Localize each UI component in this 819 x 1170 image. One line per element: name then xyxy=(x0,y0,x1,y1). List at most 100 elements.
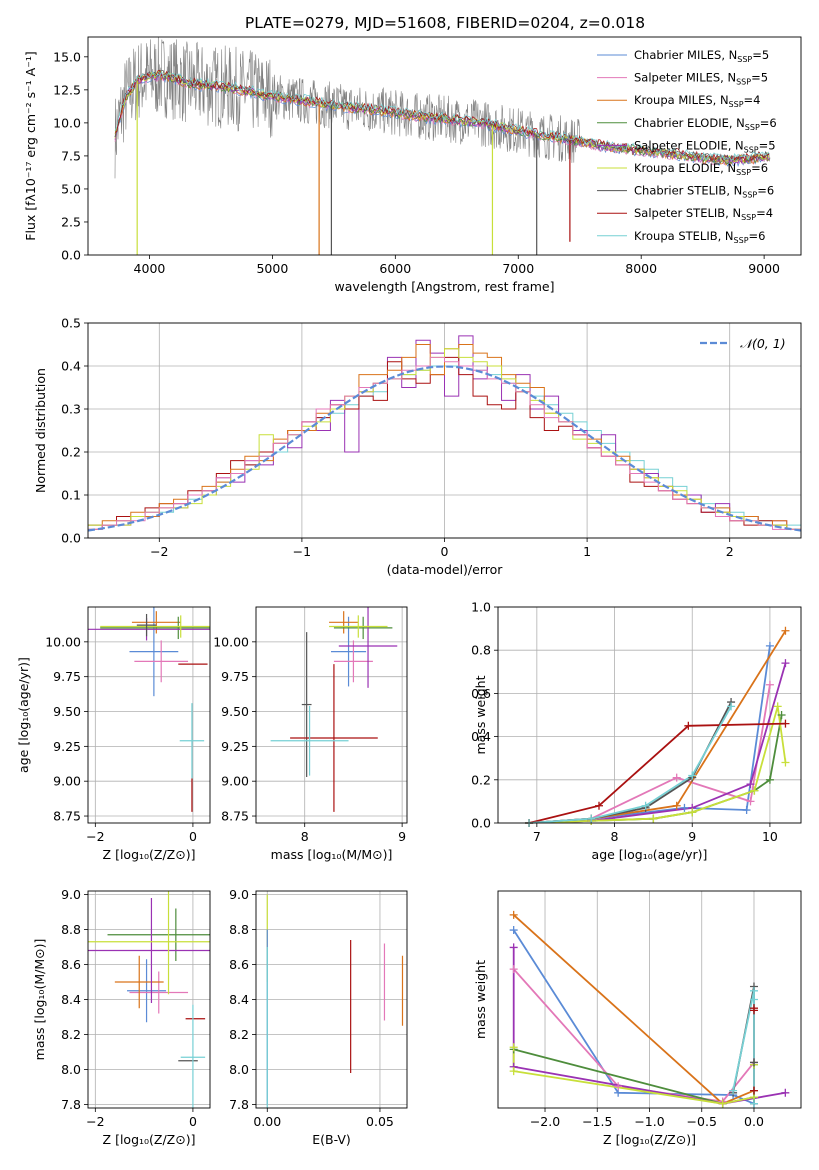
tick-label-y: 0.8 xyxy=(471,643,491,658)
weight-marker xyxy=(688,771,697,780)
tick-label-y: 8.6 xyxy=(229,957,249,972)
tick-label-x: 0 xyxy=(441,544,449,559)
legend-entry: Kroupa STELIB, NSSP=6 xyxy=(634,229,765,245)
tick-label-y: 9.25 xyxy=(221,739,249,754)
weight-marker xyxy=(672,773,681,782)
weight-marker xyxy=(688,808,697,817)
tick-label-y: 10.00 xyxy=(45,634,81,649)
weight-marker xyxy=(781,719,790,728)
tick-label-x: 8000 xyxy=(625,261,657,276)
axis-label-x: E(B-V) xyxy=(312,1132,351,1147)
legend-sub: SSP xyxy=(744,145,759,154)
tick-label-x: −0.5 xyxy=(687,1114,717,1129)
tick-label-y: 0.5 xyxy=(61,316,81,331)
tick-label-y: 8.2 xyxy=(61,1027,81,1042)
axes-residuals: −2 −1 0 1 2 0.0 0.1 0.2 0.3 0.4 0.5 (data-model)/er… xyxy=(33,316,802,577)
axis-label-y: mass weight xyxy=(473,960,488,1039)
axes-frame xyxy=(497,606,802,824)
legend-sub: SSP xyxy=(729,100,744,109)
weight-marker xyxy=(509,1043,518,1052)
weight-marker xyxy=(781,758,790,767)
tick-label-y: 1.0 xyxy=(471,600,491,615)
axes-age-vs-mass: 8 9 8.75 9.00 9.25 9.50 9.75 10.00 mass [log₁₀(M… xyxy=(213,606,408,862)
tick-label-x: 2 xyxy=(726,544,734,559)
tick-label-x: 5000 xyxy=(256,261,288,276)
axis-label-x: Z [log₁₀(Z/Z⊙)] xyxy=(103,847,196,862)
axes-frame xyxy=(87,606,211,824)
legend-entry: Salpeter STELIB, NSSP=4 xyxy=(634,206,773,222)
legend-sub: SSP xyxy=(737,55,752,64)
tick-label-x: 0.05 xyxy=(366,1114,394,1129)
tick-label-y: 8.4 xyxy=(229,992,249,1007)
legend-main: Salpeter MILES, N xyxy=(634,71,736,85)
legend-normal-label: 𝒩(0, 1) xyxy=(740,336,786,351)
legend-tail: =4 xyxy=(756,206,773,220)
tick-label-y: 9.0 xyxy=(229,887,249,902)
tick-label-x: 9 xyxy=(398,829,406,844)
tick-label-y: 8.0 xyxy=(61,1062,81,1077)
tick-label-x: 0.0 xyxy=(744,1114,764,1129)
tick-label-x: 0.00 xyxy=(253,1114,281,1129)
plot-area xyxy=(528,630,787,823)
tick-label-x: 9000 xyxy=(748,261,780,276)
histogram xyxy=(88,356,801,538)
tick-label-x: −2.0 xyxy=(530,1114,560,1129)
weight-line xyxy=(529,705,732,823)
tick-label-x: 8 xyxy=(611,829,619,844)
tick-label-x: 6000 xyxy=(379,261,411,276)
tick-label-x: −2 xyxy=(86,1114,104,1129)
axis-label-x: mass [log₁₀(M/M⊙)] xyxy=(271,847,393,862)
figure-title: PLATE=0279, MJD=51608, FIBERID=0204, z=0… xyxy=(245,14,645,32)
legend-entry: Salpeter ELODIE, NSSP=5 xyxy=(634,138,776,154)
legend-main: Kroupa ELODIE, N xyxy=(634,161,736,175)
weight-marker xyxy=(680,803,689,812)
tick-label-y: 0.6 xyxy=(471,686,491,701)
weight-marker xyxy=(509,926,518,935)
plot-area xyxy=(270,607,398,812)
tick-label-x: −2 xyxy=(86,829,104,844)
axis-label-y: mass [log₁₀(M/M⊙)] xyxy=(32,939,47,1061)
weight-marker xyxy=(749,1006,758,1015)
weight-line xyxy=(529,714,783,823)
weight-marker xyxy=(509,943,518,952)
tick-label-x: 9 xyxy=(688,829,696,844)
axes-age-vs-Z: −2 0 8.75 9.00 9.25 9.50 9.75 10.00 Z [log₁₀(Z/Z… xyxy=(16,606,211,862)
model-spectrum xyxy=(114,70,770,162)
weight-marker xyxy=(749,1086,758,1095)
tick-label-y: 8.0 xyxy=(229,1062,249,1077)
legend-main: Chabrier MILES, N xyxy=(634,48,737,62)
legend-sub: SSP xyxy=(734,236,749,245)
weight-marker xyxy=(746,780,755,789)
weight-marker xyxy=(781,626,790,635)
tick-label-y: 0.0 xyxy=(471,816,491,831)
axes-massweight-vs-Z: −2.0 −1.5 −1.0 −0.5 0.0 Z [log₁₀(Z/Z⊙)] mass w… xyxy=(473,890,802,1147)
legend-entry: Chabrier STELIB, NSSP=6 xyxy=(634,184,774,200)
weight-marker xyxy=(750,786,759,795)
axes-frame xyxy=(87,890,211,1109)
weight-marker xyxy=(749,986,758,995)
tick-label-y: 0.1 xyxy=(61,488,81,503)
model-spectrum xyxy=(114,71,770,165)
weight-line xyxy=(513,968,755,1103)
weight-marker xyxy=(727,702,736,711)
tick-label-y: 10.00 xyxy=(213,634,249,649)
legend-tail: =6 xyxy=(760,116,777,130)
tick-label-y: 0.2 xyxy=(471,772,491,787)
tick-label-y: 9.00 xyxy=(53,774,81,789)
weight-marker xyxy=(746,797,755,806)
tick-label-y: 7.8 xyxy=(229,1097,249,1112)
tick-label-x: 10 xyxy=(762,829,778,844)
weight-marker xyxy=(773,702,782,711)
normal-curve xyxy=(88,365,801,532)
tick-label-x: −1 xyxy=(293,544,311,559)
tick-label-y: 9.00 xyxy=(221,774,249,789)
legend-main: Chabrier STELIB, N xyxy=(634,184,742,198)
weight-marker xyxy=(509,965,518,974)
weight-marker xyxy=(614,1082,623,1091)
axes-frame xyxy=(255,606,408,824)
plot-area xyxy=(114,37,771,255)
axis-label-x: Z [log₁₀(Z/Z⊙)] xyxy=(103,1132,196,1147)
axes-mass-vs-Z: −2 0 7.8 8.0 8.2 8.4 8.6 8.8 9.0 Z [log₁₀(Z/Z⊙)] m… xyxy=(32,887,211,1147)
tick-label-y: 0.3 xyxy=(61,402,81,417)
